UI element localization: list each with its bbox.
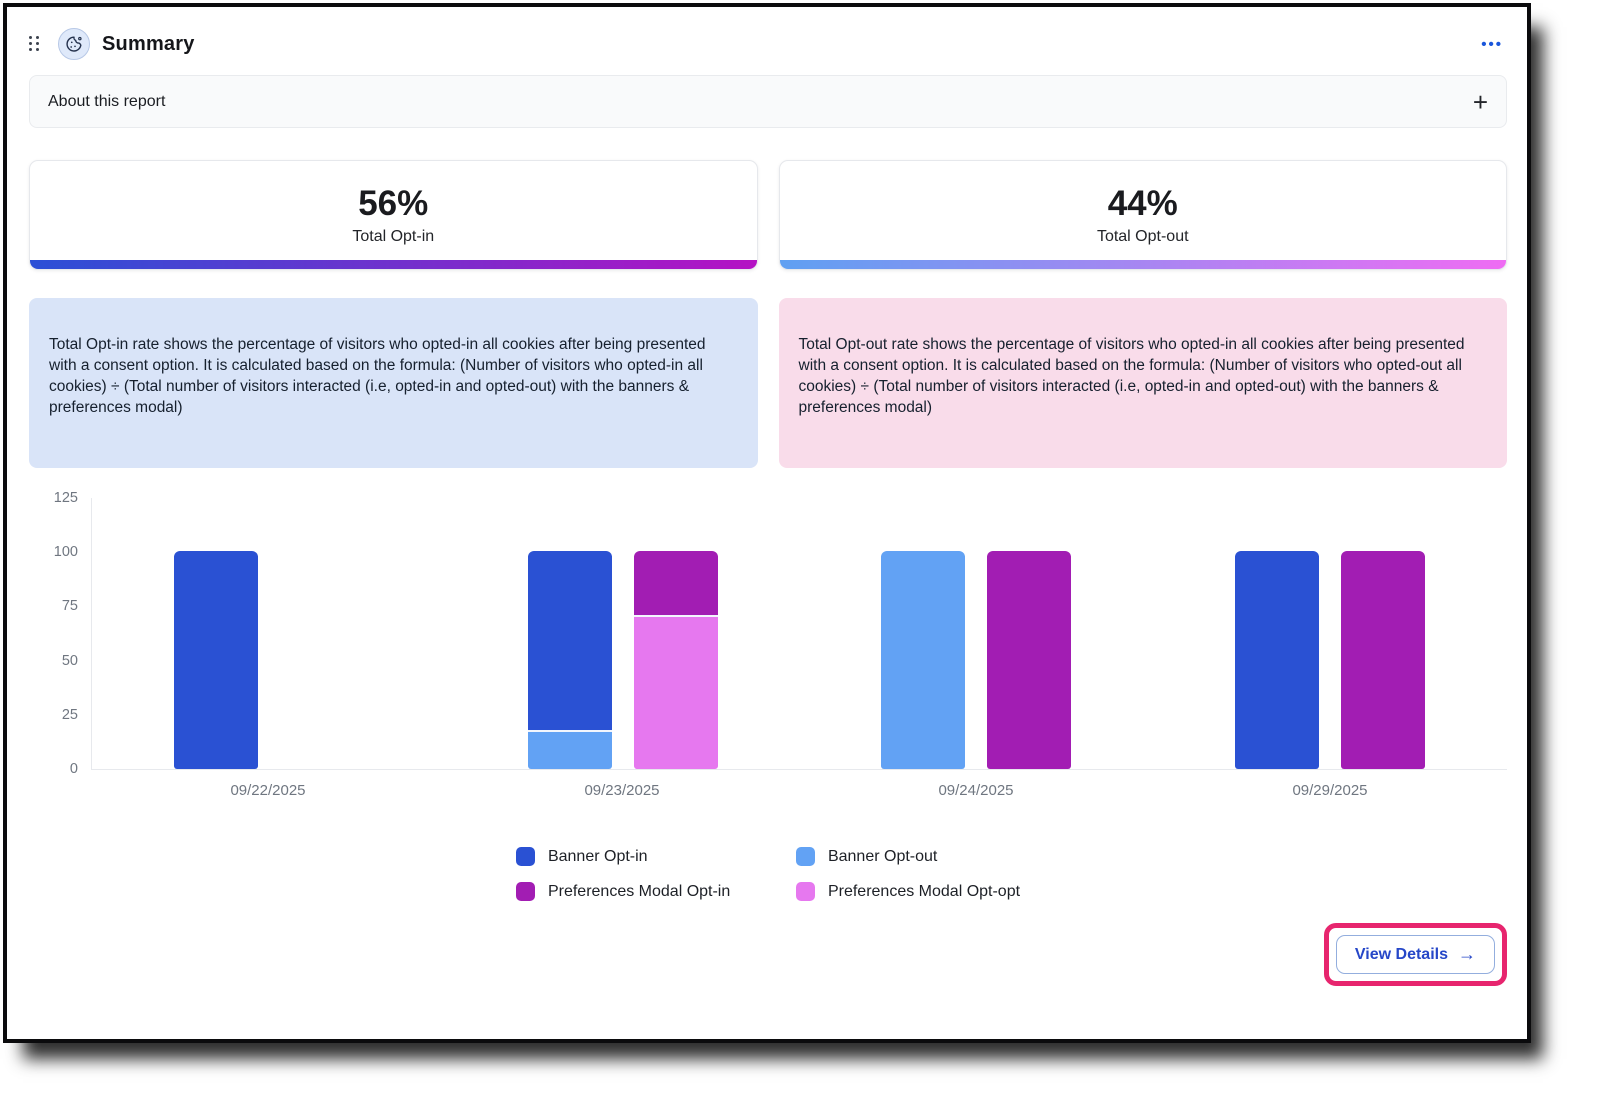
legend-item[interactable]: Banner Opt-in xyxy=(515,847,796,866)
bar-segment[interactable] xyxy=(527,732,612,769)
highlight-annotation: View Details → xyxy=(1323,923,1507,986)
opt-in-label: Total Opt-in xyxy=(352,228,435,245)
legend-swatch xyxy=(795,847,815,866)
opt-in-gradient-bar xyxy=(30,260,757,269)
bar-segment[interactable] xyxy=(987,551,1072,769)
opt-in-description-text: Total Opt-in rate shows the percentage o… xyxy=(49,336,706,416)
drag-handle-icon[interactable] xyxy=(29,36,40,52)
legend-item[interactable]: Banner Opt-out xyxy=(795,847,1020,866)
about-report-label: About this report xyxy=(48,92,166,110)
y-tick-label: 75 xyxy=(61,598,78,615)
description-row: Total Opt-in rate shows the percentage o… xyxy=(29,298,1507,468)
legend-label: Preferences Modal Opt-opt xyxy=(827,882,1021,900)
legend-item[interactable]: Preferences Modal Opt-opt xyxy=(795,882,1021,901)
total-opt-out-card: 44% Total Opt-out xyxy=(778,160,1507,270)
legend-label: Preferences Modal Opt-in xyxy=(547,882,731,900)
chart-legend: Banner Opt-in Banner Opt-out Preferences M… xyxy=(29,847,1507,901)
bar-stack xyxy=(173,551,258,769)
opt-out-label: Total Opt-out xyxy=(1096,228,1189,245)
bar-segment[interactable] xyxy=(1341,551,1426,769)
bar-stack xyxy=(1235,551,1320,769)
view-details-label: View Details xyxy=(1354,945,1448,963)
widget-footer: View Details → xyxy=(29,923,1507,986)
cookie-icon xyxy=(58,28,90,60)
legend-label: Banner Opt-in xyxy=(547,847,648,865)
chart-plot-area: 125 100 75 50 25 0 xyxy=(54,490,1507,777)
opt-out-description-text: Total Opt-out rate shows the percentage … xyxy=(798,336,1465,416)
widget-header: Summary ••• xyxy=(29,21,1507,67)
bar-group xyxy=(446,498,800,769)
legend-item[interactable]: Preferences Modal Opt-in xyxy=(515,882,796,901)
stat-cards-row: 56% Total Opt-in 44% Total Opt-out xyxy=(29,160,1507,270)
bar-stack xyxy=(1341,551,1426,769)
arrow-right-icon: → xyxy=(1458,944,1476,964)
consent-bar-chart: 125 100 75 50 25 0 09/22/2025 09/23/2025 09/24/… xyxy=(29,490,1507,799)
legend-swatch xyxy=(515,847,535,866)
bar-segment[interactable] xyxy=(633,551,718,617)
legend-label: Banner Opt-out xyxy=(827,847,938,865)
x-category-label: 09/23/2025 xyxy=(584,782,660,799)
legend-swatch xyxy=(515,882,535,901)
opt-in-description-box: Total Opt-in rate shows the percentage o… xyxy=(29,298,758,468)
about-report-accordion[interactable]: About this report + xyxy=(29,75,1507,128)
x-category-label: 09/24/2025 xyxy=(938,782,1014,799)
total-opt-in-card: 56% Total Opt-in xyxy=(29,160,758,270)
bar-group xyxy=(92,498,446,769)
opt-out-description-box: Total Opt-out rate shows the percentage … xyxy=(778,298,1507,468)
expand-plus-icon[interactable]: + xyxy=(1472,86,1488,117)
bar-group xyxy=(1153,498,1507,769)
bar-stack xyxy=(881,551,966,769)
y-tick-label: 100 xyxy=(53,544,78,561)
legend-swatch xyxy=(795,882,815,901)
more-menu-button[interactable]: ••• xyxy=(1477,31,1507,58)
y-tick-label: 25 xyxy=(61,706,78,723)
bar-segment[interactable] xyxy=(881,551,966,769)
summary-widget-panel: Summary ••• About this report + 56% Tota… xyxy=(3,3,1531,1043)
bar-stack xyxy=(527,551,612,769)
y-tick-label: 0 xyxy=(69,761,78,777)
page-title: Summary xyxy=(102,32,195,55)
x-axis-labels: 09/22/2025 09/23/2025 09/24/2025 09/29/2025 xyxy=(91,782,1507,799)
bar-segment[interactable] xyxy=(1235,551,1320,769)
bar-stack xyxy=(633,551,718,769)
bar-stack xyxy=(987,551,1072,769)
bar-segment[interactable] xyxy=(527,551,612,733)
bar-segment[interactable] xyxy=(633,616,718,769)
opt-in-value: 56% xyxy=(358,184,429,223)
y-tick-label: 50 xyxy=(61,652,78,669)
opt-out-value: 44% xyxy=(1107,184,1178,223)
y-tick-label: 125 xyxy=(53,490,78,506)
view-details-button[interactable]: View Details → xyxy=(1335,935,1495,974)
x-category-label: 09/22/2025 xyxy=(230,782,306,799)
opt-out-gradient-bar xyxy=(779,260,1506,269)
x-category-label: 09/29/2025 xyxy=(1292,782,1368,799)
bar-segment[interactable] xyxy=(173,551,258,769)
bar-group xyxy=(800,498,1154,769)
